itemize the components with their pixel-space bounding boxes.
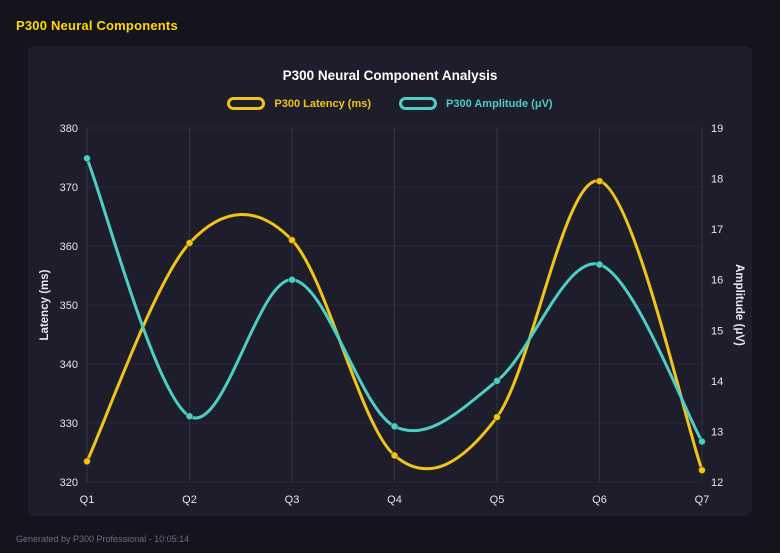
x-axis-tick: Q1 (80, 494, 95, 506)
left-axis-tick: 380 (60, 123, 78, 135)
chart-legend: P300 Latency (ms) P300 Amplitude (μV) (28, 97, 752, 110)
left-axis-tick: 340 (60, 359, 78, 371)
data-point-amplitude[interactable] (83, 154, 91, 163)
data-point-latency[interactable] (185, 239, 194, 248)
right-axis-tick: 12 (711, 477, 723, 489)
x-axis-tick: Q6 (592, 494, 607, 506)
legend-label: P300 Amplitude (μV) (446, 97, 553, 110)
chart-title: P300 Neural Component Analysis (282, 68, 498, 83)
data-point-amplitude[interactable] (390, 422, 399, 431)
data-point-latency[interactable] (288, 236, 296, 245)
data-point-amplitude[interactable] (288, 275, 296, 284)
data-point-latency[interactable] (595, 177, 604, 186)
data-point-amplitude[interactable] (493, 376, 501, 385)
x-axis-tick: Q5 (490, 494, 505, 506)
right-axis-tick: 13 (711, 426, 723, 438)
right-axis-tick: 14 (711, 376, 723, 388)
x-axis-tick: Q4 (387, 494, 402, 506)
x-axis-tick: Q7 (695, 494, 710, 506)
page-title: P300 Neural Components (16, 18, 178, 33)
right-axis-tick: 18 (711, 174, 723, 186)
data-point-latency[interactable] (698, 466, 706, 475)
right-axis-title: Amplitude (μV) (733, 264, 745, 346)
legend-item-latency[interactable]: P300 Latency (ms) (227, 97, 371, 110)
left-axis-title: Latency (ms) (39, 269, 51, 340)
x-axis-tick: Q2 (182, 494, 197, 506)
left-axis-tick: 370 (60, 182, 78, 194)
x-axis-tick: Q3 (285, 494, 300, 506)
data-point-latency[interactable] (390, 451, 399, 460)
data-point-amplitude[interactable] (698, 437, 706, 446)
line-chart-canvas[interactable]: 320 330 340 350 360 370 380 12 13 14 15 16 17 18 19 Q1 Q… (32, 114, 748, 512)
data-point-amplitude[interactable] (595, 260, 604, 269)
left-axis-tick: 330 (60, 418, 78, 430)
right-axis-tick: 17 (711, 224, 723, 236)
legend-swatch (399, 97, 438, 110)
legend-label: P300 Latency (ms) (274, 97, 372, 110)
right-axis-tick: 16 (711, 275, 723, 287)
data-point-amplitude[interactable] (185, 412, 194, 421)
right-axis-tick: 19 (711, 123, 723, 135)
data-point-latency[interactable] (493, 413, 501, 422)
left-axis-tick: 360 (60, 241, 78, 253)
left-axis-tick: 350 (60, 300, 78, 312)
data-point-latency[interactable] (83, 457, 91, 466)
legend-item-amplitude[interactable]: P300 Amplitude (μV) (399, 97, 553, 110)
legend-swatch (227, 97, 266, 110)
footer-text: Generated by P300 Professional - 10:05:1… (16, 534, 190, 544)
left-axis-tick: 320 (60, 477, 78, 489)
chart-panel: P300 Neural Component Analysis P300 Late… (28, 46, 752, 516)
right-axis-tick: 15 (711, 325, 723, 337)
